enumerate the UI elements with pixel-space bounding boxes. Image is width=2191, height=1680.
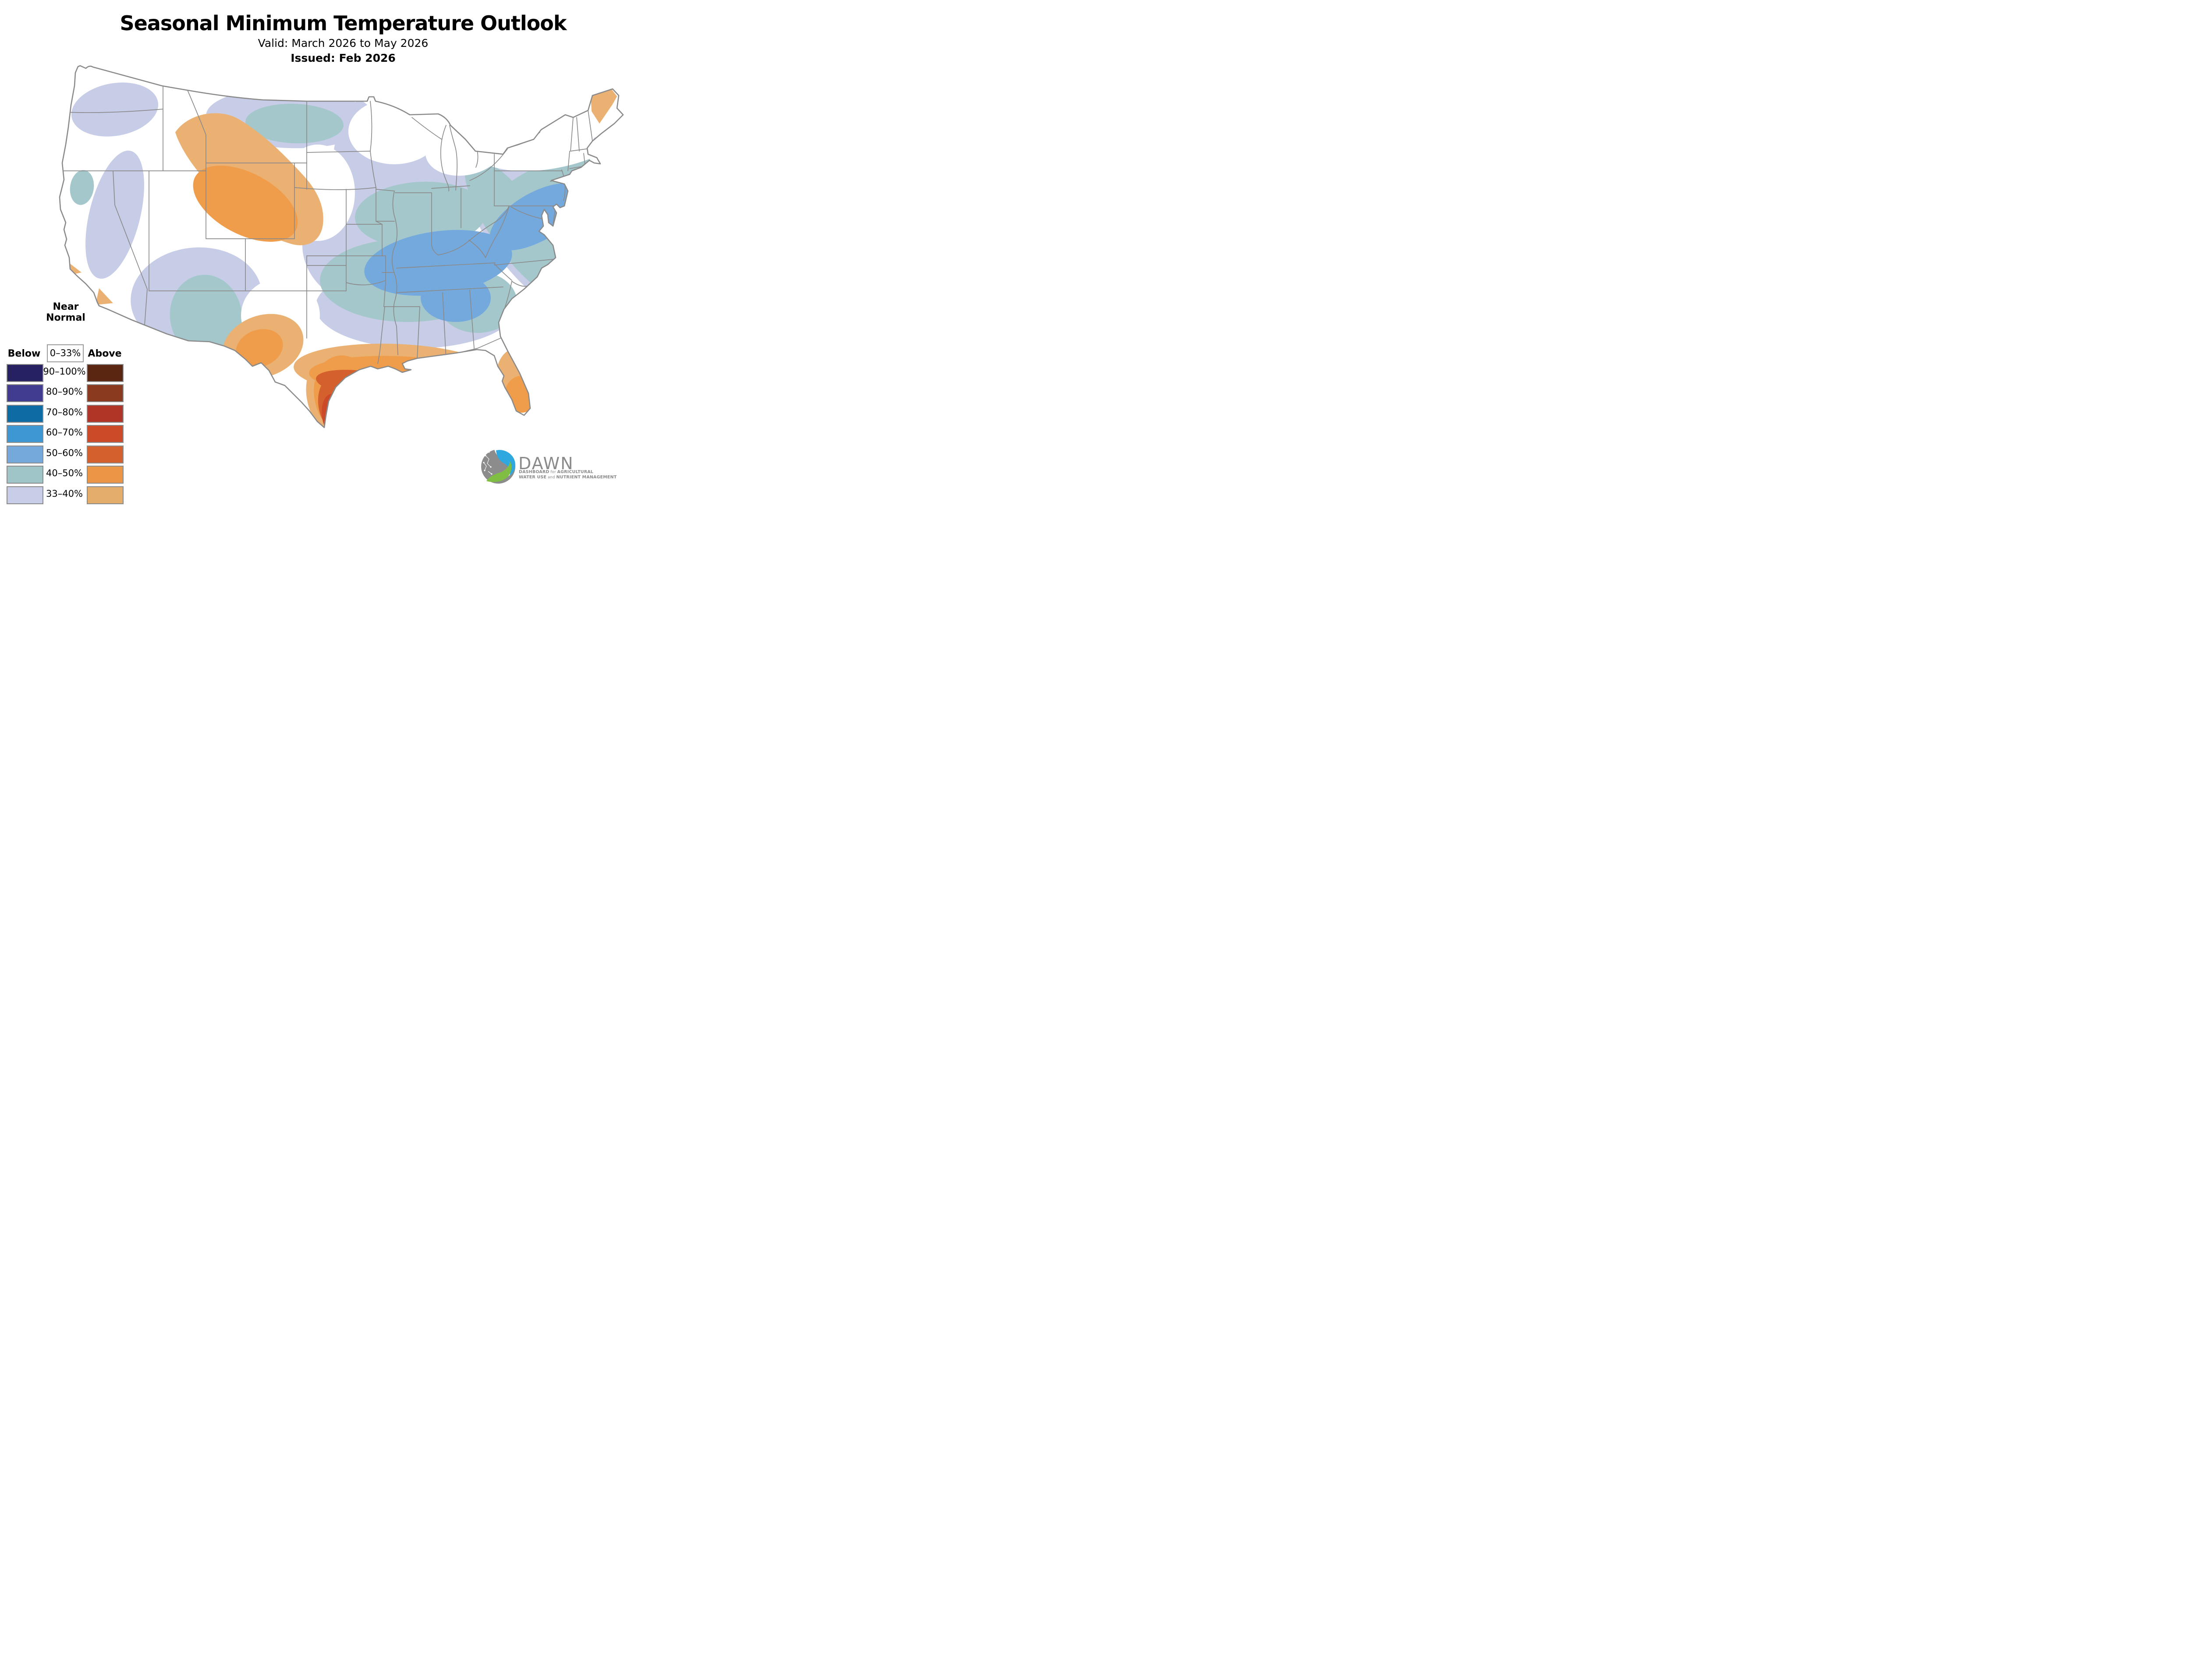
legend-row: 40–50% [0,466,131,484]
outlook-figure: Seasonal Minimum Temperature Outlook Val… [0,0,686,504]
above-swatch [87,466,124,484]
range-label: 50–60% [46,448,83,458]
below-swatch [7,384,43,402]
dawn-tagline-1: DASHBOARD for AGRICULTURAL [519,470,594,474]
below-swatch [7,466,43,484]
below-50-60-regions [364,183,584,322]
legend-row: 90–100% [0,364,131,382]
us-outline [59,65,624,428]
near-normal-label: Near Normal [46,301,85,323]
above-swatch [87,446,124,463]
below-swatch [7,364,43,382]
legend-row: 33–40% [0,486,131,504]
range-label: 90–100% [43,366,86,377]
above-swatch [87,384,124,402]
legend-row: 70–80% [0,405,131,423]
circuit-dots-icon [483,451,493,475]
above-swatch [87,425,124,443]
legend-row: 60–70% [0,425,131,443]
below-column-header: Below [7,348,41,359]
above-swatch [87,364,124,382]
us-outlook-map [59,65,624,484]
range-label: 40–50% [46,468,83,478]
page-title: Seasonal Minimum Temperature Outlook [120,11,567,35]
circuit-pattern-icon [483,455,492,474]
valid-period-label: Valid: March 2026 to May 2026 [258,37,429,50]
issued-date-label: Issued: Feb 2026 [291,52,396,64]
below-swatch [7,405,43,423]
above-swatch [87,405,124,423]
dawn-logo-icon [481,449,515,484]
range-label: 60–70% [46,427,83,438]
below-swatch [7,425,43,443]
below-swatch [7,486,43,504]
legend-row: 50–60% [0,446,131,463]
legend-row: 80–90% [0,384,131,402]
dawn-wordmark: DAWN [518,454,574,473]
range-label: 70–80% [46,407,83,417]
below-swatch [7,446,43,463]
near-normal-range-box: 0–33% [47,344,84,362]
above-swatch [87,486,124,504]
range-label: 33–40% [46,488,83,499]
range-label: 80–90% [46,386,83,397]
above-column-header: Above [88,348,122,359]
dawn-tagline-2: WATER USE and NUTRIENT MANAGEMENT [519,475,617,480]
